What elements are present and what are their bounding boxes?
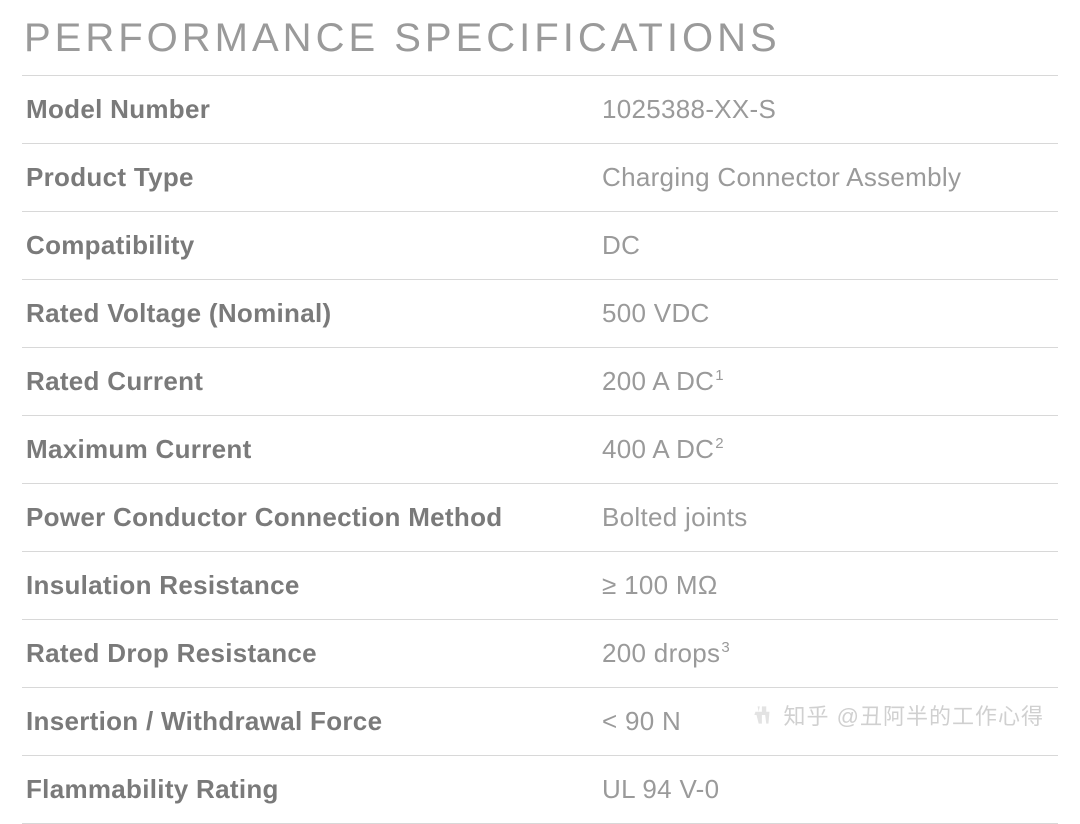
spec-value: 400 A DC2 bbox=[602, 434, 1054, 465]
spec-value: 1025388-XX-S bbox=[602, 94, 1054, 125]
spec-label: Rated Voltage (Nominal) bbox=[26, 298, 602, 329]
spec-value: Charging Connector Assembly bbox=[602, 162, 1054, 193]
spec-label: Compatibility bbox=[26, 230, 602, 261]
table-row: Product TypeCharging Connector Assembly bbox=[22, 143, 1058, 211]
table-row: Rated Voltage (Nominal)500 VDC bbox=[22, 279, 1058, 347]
spec-label: Rated Drop Resistance bbox=[26, 638, 602, 669]
spec-label: Model Number bbox=[26, 94, 602, 125]
spec-label: Product Type bbox=[26, 162, 602, 193]
spec-label: Maximum Current bbox=[26, 434, 602, 465]
spec-value: Bolted joints bbox=[602, 502, 1054, 533]
spec-value: UL 94 V-0 bbox=[602, 774, 1054, 805]
table-row: CompatibilityDC bbox=[22, 211, 1058, 279]
watermark: 知乎 @丑阿半的工作心得 bbox=[750, 699, 1044, 731]
spec-value: DC bbox=[602, 230, 1054, 261]
spec-value: 200 drops3 bbox=[602, 638, 1054, 669]
spec-label: Insertion / Withdrawal Force bbox=[26, 706, 602, 737]
spec-value-sup: 1 bbox=[715, 367, 724, 384]
table-row: Rated Drop Resistance200 drops3 bbox=[22, 619, 1058, 687]
watermark-text: 知乎 @丑阿半的工作心得 bbox=[784, 699, 1044, 731]
table-row: Flammability RatingUL 94 V-0 bbox=[22, 755, 1058, 824]
spec-value: 200 A DC1 bbox=[602, 366, 1054, 397]
spec-label: Insulation Resistance bbox=[26, 570, 602, 601]
table-row: Maximum Current400 A DC2 bbox=[22, 415, 1058, 483]
table-row: Power Conductor Connection MethodBolted … bbox=[22, 483, 1058, 551]
spec-label: Power Conductor Connection Method bbox=[26, 502, 602, 533]
spec-value: 500 VDC bbox=[602, 298, 1054, 329]
table-row: Rated Current200 A DC1 bbox=[22, 347, 1058, 415]
zhihu-icon bbox=[750, 702, 776, 728]
spec-label: Rated Current bbox=[26, 366, 602, 397]
table-row: Model Number1025388-XX-S bbox=[22, 75, 1058, 143]
page-title: PERFORMANCE SPECIFICATIONS bbox=[22, 16, 1058, 61]
table-row: Insulation Resistance≥ 100 MΩ bbox=[22, 551, 1058, 619]
spec-value-sup: 2 bbox=[715, 435, 724, 452]
spec-value: ≥ 100 MΩ bbox=[602, 570, 1054, 601]
spec-value-sup: 3 bbox=[721, 639, 730, 656]
spec-label: Flammability Rating bbox=[26, 774, 602, 805]
